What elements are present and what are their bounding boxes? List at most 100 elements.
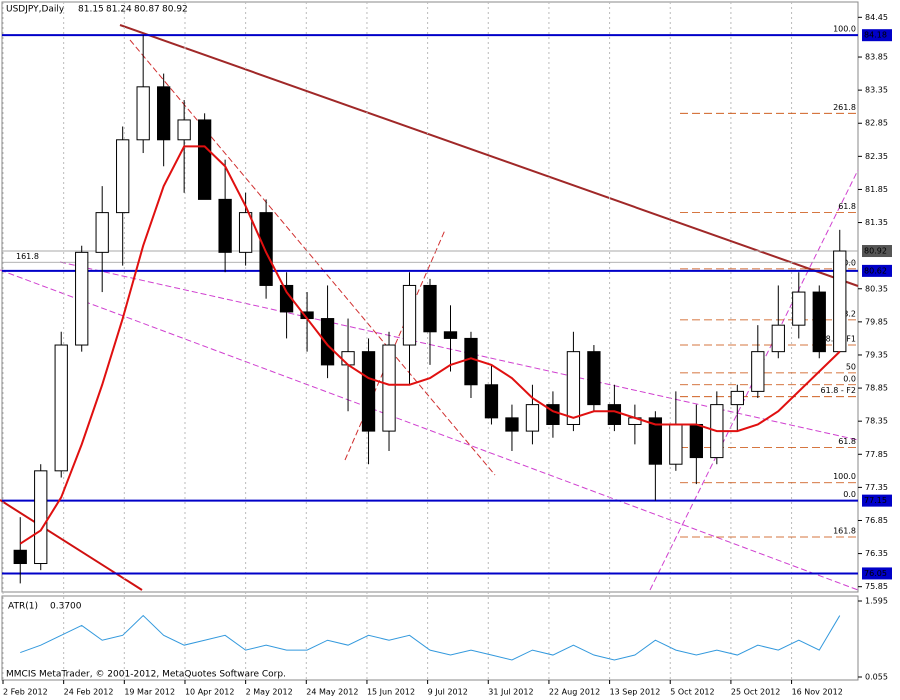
candle-body [95,212,109,253]
price-box [862,494,892,507]
candle-body [669,423,683,465]
candle-body [320,318,335,366]
y-tick-label: 75.85 [865,582,888,591]
fib-label: 161.8 [833,527,856,536]
y-tick-label: 83.85 [865,53,888,62]
candle-body [607,404,622,425]
fib-label: 0.0 [843,374,856,383]
candle-body [259,212,273,286]
y-tick-label: 78.35 [865,417,888,426]
candle-body [443,331,458,339]
x-tick-label: 15 Jun 2012 [367,688,415,697]
candle-body [197,119,212,200]
candle-body [34,470,48,565]
candle-body [238,212,253,253]
footer: MMCIS MetaTrader, © 2001-2012, MetaQuote… [6,670,286,680]
price-box-label: 76.05 [864,569,887,578]
x-tick-label: 16 Nov 2012 [792,688,843,697]
candle-body [587,351,601,406]
x-tick-label: 24 May 2012 [306,688,358,697]
x-tick-label: 10 Apr 2012 [185,688,234,697]
y-tick-label: 81.85 [865,185,888,194]
x-tick-label: 24 Feb 2012 [64,688,114,697]
candle-body [505,417,519,432]
y-tick-label: 81.35 [865,218,888,227]
y-tick-label: 77.35 [865,483,888,492]
atr-name: ATR(1) [8,602,38,612]
trend-line [119,24,859,287]
price-box [862,264,892,277]
candle-body [423,284,437,333]
fib-label: 100.0 [833,25,856,34]
candle-body [54,344,68,472]
candle-body [75,251,89,346]
candle-body [833,250,847,353]
y-tick-label: 78.85 [865,384,888,393]
price-box [862,567,892,580]
y-tick-label: 82.35 [865,152,888,161]
x-tick-label: 13 Sep 2012 [610,688,661,697]
candle-body [566,351,581,425]
candle-body [771,324,785,353]
fib-label: 38.2 [838,309,856,318]
header-price: 81.24 [106,5,132,15]
header-price: 80.92 [162,5,188,15]
candle-body [382,344,396,432]
x-tick-label: 5 Oct 2012 [670,688,714,697]
candle-body [361,351,376,432]
fib-label: 261.8 [833,103,856,112]
channel-line [59,261,859,441]
candle-body [136,86,150,141]
fib-label: 50 [846,362,856,371]
price-box-label: 80.92 [864,247,887,256]
x-tick-label: 9 Jul 2012 [428,688,468,697]
header-price: 80.87 [134,5,160,15]
channel-line [129,39,496,476]
candle-body [525,404,540,432]
candle-body [792,291,806,326]
y-tick-label: 79.85 [865,317,888,326]
header-price: 81.15 [78,5,104,15]
chart-title: USDJPY,Daily [6,5,65,15]
candle-body [13,549,27,565]
fib-label: 100.0 [833,472,856,481]
atr-line [20,614,841,661]
candle-body [812,291,826,353]
x-tick-label: 22 Aug 2012 [549,688,600,697]
y-tick-label: 1.595 [865,597,888,606]
candle-body [341,351,355,366]
y-tick-label: 84.45 [865,13,888,22]
x-tick-label: 2 May 2012 [246,688,293,697]
y-tick-label: 79.35 [865,350,888,359]
moving-average [19,145,841,545]
price-box [862,245,892,258]
y-tick-label: 77.85 [865,450,888,459]
fib-label: 61.8 - F2 [821,386,856,395]
price-box-label: 84.18 [864,31,887,40]
fib-label: 61.8 [838,437,856,446]
x-tick-label: 19 Mar 2012 [124,688,175,697]
candle-body [689,423,703,459]
candle-body [177,119,191,141]
x-tick-label: 25 Oct 2012 [731,688,780,697]
atr-panel [1,595,859,681]
price-box [862,29,892,42]
y-tick-label: 80.35 [865,284,888,293]
fib-label: 161.8 [16,252,39,261]
y-tick-label: 76.35 [865,549,888,558]
y-tick-label: 82.85 [865,119,888,128]
x-tick-label: 31 Jul 2012 [488,688,533,697]
fib-label: 61.8 [838,202,856,211]
trend-line [0,499,143,591]
candle-body [116,139,130,214]
candle-body [751,351,765,392]
y-tick-label: 83.35 [865,86,888,95]
atr-value: 0.3700 [50,602,82,612]
y-tick-label: 76.85 [865,516,888,525]
candle-body [157,86,171,141]
x-tick-label: 2 Feb 2012 [3,688,48,697]
candle-body [648,417,663,465]
y-tick-label: 0.055 [865,673,888,682]
channel-line [344,229,446,461]
